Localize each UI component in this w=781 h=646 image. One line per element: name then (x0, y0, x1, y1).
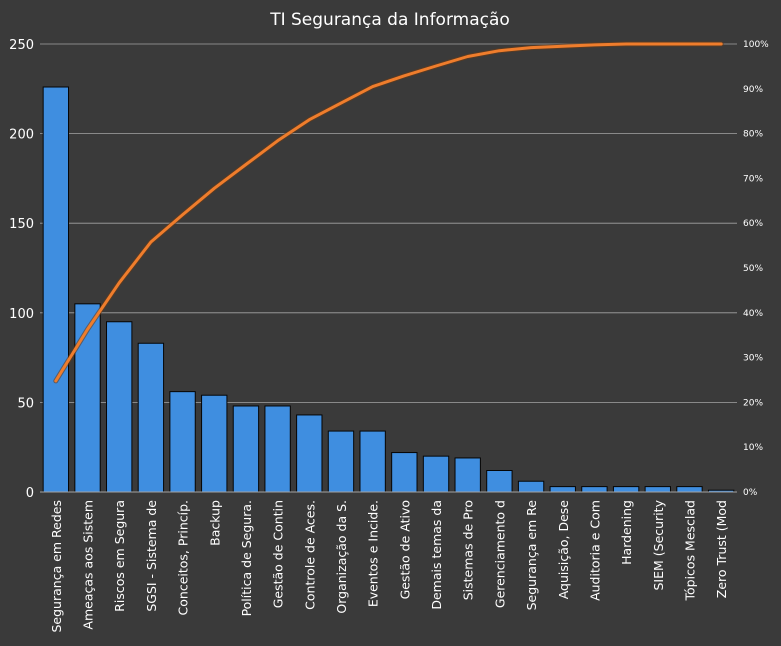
x-tick-label: Aquisição, Dese (556, 500, 571, 600)
bar (264, 405, 291, 493)
bar (359, 430, 386, 493)
primary-y-axis: 0 50 100 150 200 250 (9, 38, 34, 501)
x-tick-label: Zero Trust (Mod (714, 500, 729, 598)
y2-tick-label: 0% (743, 488, 758, 498)
bar (74, 303, 101, 493)
x-tick-label: Segurança em Re (524, 500, 539, 611)
bar (106, 321, 133, 493)
x-tick-label: Auditoria e Com (587, 500, 602, 601)
secondary-y-axis: 0% 10% 20% 30% 40% 50% 60% 70% 80% 90% 100% (743, 40, 769, 498)
x-tick-label: Sistemas de Pro (461, 500, 476, 600)
x-tick-label: Riscos em Segura (112, 500, 127, 612)
y-tick-label: 250 (9, 38, 34, 53)
bar (454, 457, 481, 493)
x-tick-label: Política de Segura. (239, 500, 254, 616)
y2-tick-label: 30% (743, 354, 763, 364)
y-tick-label: 50 (17, 396, 34, 411)
bar (486, 469, 513, 493)
bar (676, 486, 703, 493)
x-tick-label: Conceitos, Princíp. (176, 500, 191, 615)
x-axis: Segurança em Redes Ameaças aos Sistem Risc… (40, 491, 737, 633)
y2-tick-label: 40% (743, 309, 763, 319)
x-tick-label: SGSI - Sistema de (144, 500, 159, 612)
bar (169, 391, 196, 493)
y2-tick-label: 20% (743, 398, 763, 408)
y-tick-label: 150 (9, 217, 34, 232)
y2-tick-label: 10% (743, 443, 763, 453)
bar (612, 486, 640, 493)
gridlines (40, 43, 737, 403)
cumulative-line-series (53, 41, 724, 384)
y-tick-label: 100 (9, 307, 34, 322)
x-tick-label: Controle de Aces. (302, 500, 317, 610)
y2-tick-label: 90% (743, 85, 763, 95)
cumulative-line-shadow (53, 41, 724, 384)
x-tick-label: Demais temas da (429, 500, 444, 610)
y-tick-label: 200 (9, 128, 34, 143)
x-tick-label: Gestão de Ativo (397, 500, 412, 599)
x-tick-label: Tópicos Mesclad (682, 500, 697, 602)
bar (549, 486, 576, 493)
y2-tick-label: 50% (743, 264, 763, 274)
y2-tick-label: 80% (743, 130, 763, 140)
bar (201, 394, 228, 493)
x-tick-label: Gestão de Contin (271, 500, 286, 608)
y-tick-label: 0 (26, 486, 34, 501)
y2-tick-label: 100% (743, 40, 769, 50)
x-tick-label: Hardening (619, 500, 634, 565)
x-tick-label: Gerenciamento d (492, 500, 507, 608)
y2-tick-label: 60% (743, 219, 763, 229)
bar (232, 405, 260, 493)
bar (327, 430, 355, 493)
bar (296, 414, 323, 493)
bar (644, 486, 671, 493)
chart-title: TI Segurança da Informação (269, 10, 510, 30)
bar (42, 86, 70, 493)
x-tick-label: Organização da S. (334, 500, 349, 614)
bar (581, 486, 608, 493)
x-tick-label: Eventos e Incide. (366, 500, 381, 607)
bar-series (42, 86, 735, 493)
bar (391, 452, 418, 493)
x-tick-label: Backup (207, 500, 222, 546)
y2-tick-label: 70% (743, 174, 763, 184)
x-tick-label: SIEM (Security (651, 499, 666, 590)
x-tick-label: Segurança em Redes (49, 500, 64, 633)
cumulative-line (54, 42, 723, 383)
bar (422, 455, 450, 493)
bar (137, 342, 165, 493)
x-tick-label: Ameaças aos Sistem (81, 500, 96, 630)
bar (517, 480, 545, 493)
